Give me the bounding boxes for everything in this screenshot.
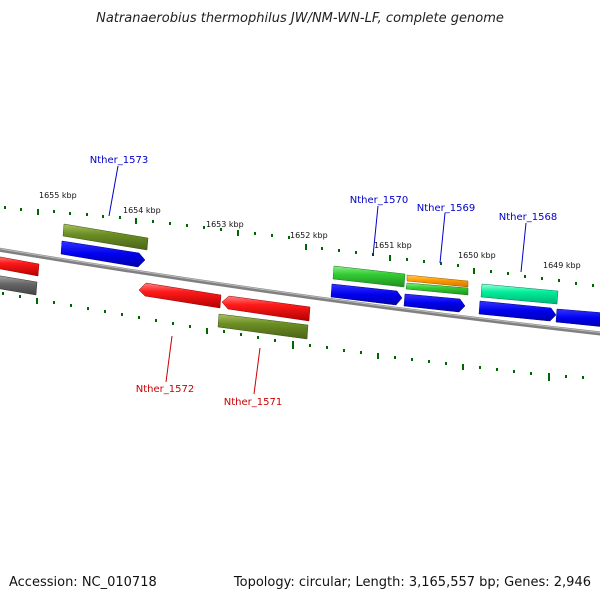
gene-feature-nther-1572[interactable] — [138, 282, 222, 309]
cds-feature[interactable] — [403, 293, 466, 313]
label-leaders — [108, 165, 527, 395]
scale-label: 1651 kbp — [374, 241, 412, 250]
gene-feature-nther-1573[interactable] — [62, 223, 149, 251]
gene-feature-red[interactable] — [0, 256, 40, 277]
scale-label: 1652 kbp — [290, 231, 328, 240]
topology-info: Topology: circular; Length: 3,165,557 bp… — [233, 575, 591, 590]
cds-feature[interactable] — [60, 240, 146, 268]
scale-label: 1654 kbp — [123, 206, 161, 215]
scale-label: 1653 kbp — [206, 220, 244, 229]
gene-feature-nther-1568[interactable] — [480, 283, 559, 305]
gene-label-nther-1572[interactable]: Nther_1572 — [136, 384, 194, 395]
scale-label: 1650 kbp — [458, 251, 496, 260]
gene-feature-nther-1569[interactable] — [406, 274, 469, 288]
scale-label: 1655 kbp — [39, 191, 77, 200]
genome-backbone-highlight — [0, 248, 600, 333]
gene-feature-green[interactable] — [405, 282, 469, 296]
reverse-genes — [0, 275, 311, 340]
gene-label-nther-1571[interactable]: Nther_1571 — [224, 397, 282, 408]
forward-genes — [0, 223, 600, 327]
accession-label: Accession: NC_010718 — [9, 575, 157, 590]
gene-feature-red[interactable] — [221, 295, 311, 322]
scale-label: 1649 kbp — [543, 261, 581, 270]
gene-label-nther-1573[interactable]: Nther_1573 — [90, 155, 148, 166]
inner-scale-ticks — [2, 292, 584, 381]
genome-backbone — [0, 247, 600, 336]
gene-label-nther-1569[interactable]: Nther_1569 — [417, 203, 475, 214]
gene-label-nther-1568[interactable]: Nther_1568 — [499, 212, 557, 223]
gene-feature-nther-1571[interactable] — [217, 313, 309, 340]
gene-labels: Nther_1573 Nther_1570 Nther_1569 Nther_1… — [90, 155, 557, 408]
scale-labels: 1655 kbp 1654 kbp 1653 kbp 1652 kbp 1651… — [39, 191, 581, 270]
gene-label-nther-1570[interactable]: Nther_1570 — [350, 195, 408, 206]
cds-feature[interactable] — [478, 300, 557, 322]
cds-feature[interactable] — [555, 308, 600, 327]
gene-feature-gray[interactable] — [0, 275, 38, 296]
map-title: Natranaerobius thermophilus JW/NM-WN-LF,… — [96, 11, 504, 26]
cds-feature[interactable] — [330, 283, 403, 306]
gene-feature-nther-1570[interactable] — [332, 265, 406, 288]
